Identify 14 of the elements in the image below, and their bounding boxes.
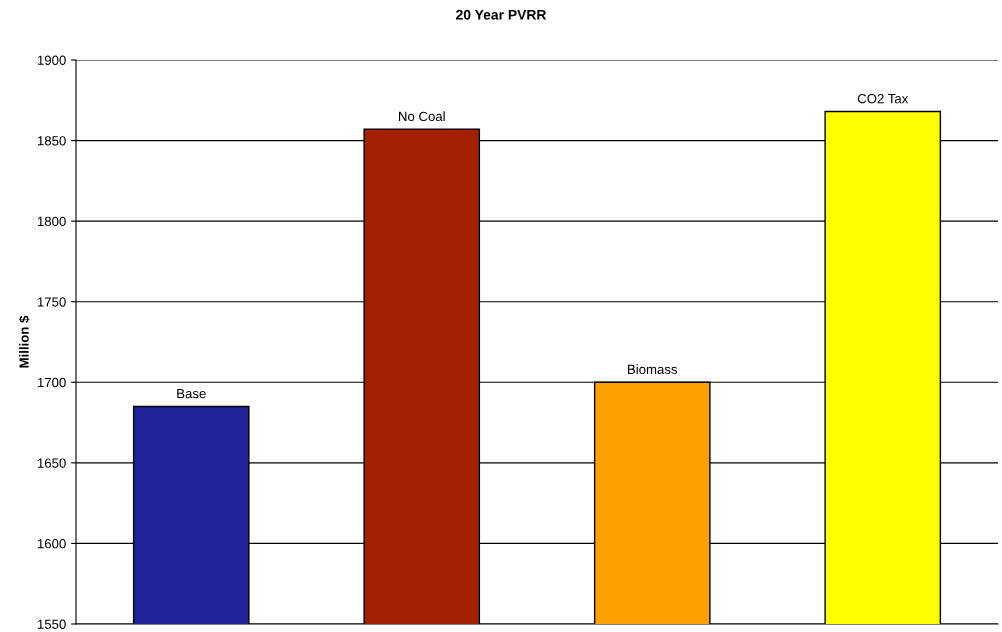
y-tick-label: 1550 — [37, 619, 66, 629]
y-tick-label: 1900 — [37, 55, 66, 65]
x-tick-label: No Coal — [399, 111, 445, 122]
y-tick-label: 1800 — [37, 216, 66, 227]
y-tick-label: 1750 — [37, 297, 66, 307]
y-tick-label: 1850 — [37, 136, 66, 146]
x-tick-label: CO2 Tax — [857, 93, 909, 104]
y-tick-label: 1600 — [37, 539, 66, 549]
chart-title: 20 Year PVRR — [456, 9, 547, 20]
x-tick-label: Base — [177, 389, 206, 399]
y-axis-title: Million $ — [18, 315, 30, 368]
y-tick-label: 1700 — [37, 377, 66, 388]
x-tick-label: Biomass — [628, 364, 678, 375]
y-tick-label: 1650 — [37, 458, 66, 468]
